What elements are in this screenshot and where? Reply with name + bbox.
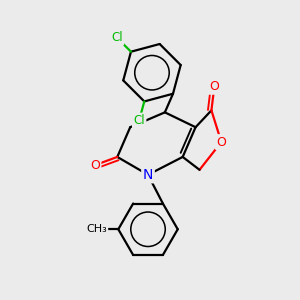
Text: Cl: Cl — [133, 114, 145, 127]
Text: O: O — [209, 80, 219, 93]
Text: CH₃: CH₃ — [86, 224, 107, 234]
Text: O: O — [90, 159, 100, 172]
Text: N: N — [143, 168, 153, 182]
Text: O: O — [216, 136, 226, 148]
Text: Cl: Cl — [111, 31, 123, 44]
